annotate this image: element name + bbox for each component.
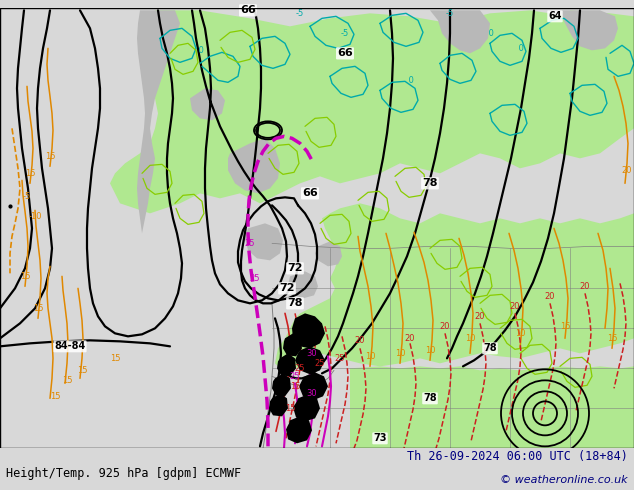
Text: Height/Temp. 925 hPa [gdpm] ECMWF: Height/Temp. 925 hPa [gdpm] ECMWF: [6, 467, 242, 480]
Text: 20: 20: [622, 166, 632, 175]
Text: 66: 66: [302, 188, 318, 198]
Text: 15: 15: [77, 366, 87, 375]
Text: 15: 15: [110, 354, 120, 363]
Text: -5: -5: [446, 9, 454, 18]
Text: -10: -10: [29, 212, 42, 221]
Text: 15: 15: [290, 382, 301, 391]
Polygon shape: [565, 10, 634, 76]
Text: 15: 15: [33, 304, 43, 313]
Polygon shape: [277, 353, 296, 376]
Text: 25: 25: [250, 274, 260, 283]
Text: 20: 20: [355, 336, 365, 345]
Polygon shape: [286, 416, 312, 443]
Text: 78: 78: [422, 178, 437, 188]
Text: 0: 0: [486, 29, 494, 38]
Text: -5: -5: [23, 192, 31, 201]
Text: 15: 15: [285, 404, 295, 413]
Polygon shape: [275, 203, 634, 368]
Polygon shape: [315, 242, 342, 267]
Polygon shape: [283, 333, 302, 356]
Polygon shape: [430, 10, 490, 53]
Text: 20: 20: [510, 302, 521, 311]
Text: 72: 72: [287, 263, 303, 273]
Text: 20: 20: [404, 334, 415, 343]
Text: 10: 10: [465, 334, 476, 343]
Text: 20: 20: [579, 282, 590, 291]
Text: 20: 20: [545, 292, 555, 301]
Polygon shape: [190, 88, 225, 121]
Polygon shape: [350, 367, 634, 448]
Polygon shape: [272, 373, 291, 396]
Polygon shape: [137, 10, 180, 233]
Text: 78: 78: [483, 343, 497, 353]
Text: 25: 25: [295, 364, 305, 373]
Text: 25: 25: [290, 372, 301, 381]
Text: 0: 0: [196, 46, 204, 55]
Text: 73: 73: [373, 433, 387, 443]
Polygon shape: [245, 223, 283, 260]
Text: 30: 30: [307, 349, 317, 358]
Text: 15: 15: [25, 169, 36, 178]
Text: 20: 20: [440, 322, 450, 331]
Polygon shape: [560, 10, 618, 50]
Polygon shape: [292, 313, 325, 348]
Text: 20: 20: [475, 312, 485, 321]
Polygon shape: [228, 138, 280, 194]
Text: 10: 10: [395, 349, 405, 358]
Text: -5: -5: [341, 29, 349, 38]
Polygon shape: [295, 346, 325, 374]
Text: 15: 15: [560, 322, 570, 331]
Polygon shape: [299, 372, 328, 400]
Text: 64: 64: [548, 11, 562, 22]
Text: 30: 30: [307, 389, 317, 398]
Text: 78: 78: [423, 393, 437, 403]
Text: 78: 78: [287, 298, 303, 308]
Text: 10: 10: [365, 352, 375, 361]
Text: 15: 15: [607, 334, 618, 343]
Text: 25: 25: [335, 354, 346, 363]
Text: 15: 15: [20, 272, 30, 281]
Text: Th 26-09-2024 06:00 UTC (18+84): Th 26-09-2024 06:00 UTC (18+84): [407, 450, 628, 463]
Text: 15: 15: [49, 392, 60, 401]
Text: 15: 15: [61, 376, 72, 385]
Text: 10: 10: [425, 346, 436, 355]
Text: 15: 15: [45, 152, 55, 161]
Text: 0: 0: [516, 44, 524, 53]
Text: 0: 0: [406, 76, 414, 85]
Polygon shape: [288, 271, 318, 298]
Text: 66: 66: [240, 5, 256, 15]
Text: 10: 10: [515, 329, 525, 338]
Text: 25: 25: [314, 359, 325, 368]
Text: 66: 66: [337, 49, 353, 58]
Text: 84-84: 84-84: [55, 342, 86, 351]
Polygon shape: [110, 10, 634, 213]
Text: -5: -5: [296, 9, 304, 18]
Polygon shape: [293, 394, 320, 421]
Text: 72: 72: [279, 283, 295, 294]
Polygon shape: [269, 393, 288, 416]
Text: 25: 25: [245, 239, 256, 248]
Text: © weatheronline.co.uk: © weatheronline.co.uk: [500, 475, 628, 485]
